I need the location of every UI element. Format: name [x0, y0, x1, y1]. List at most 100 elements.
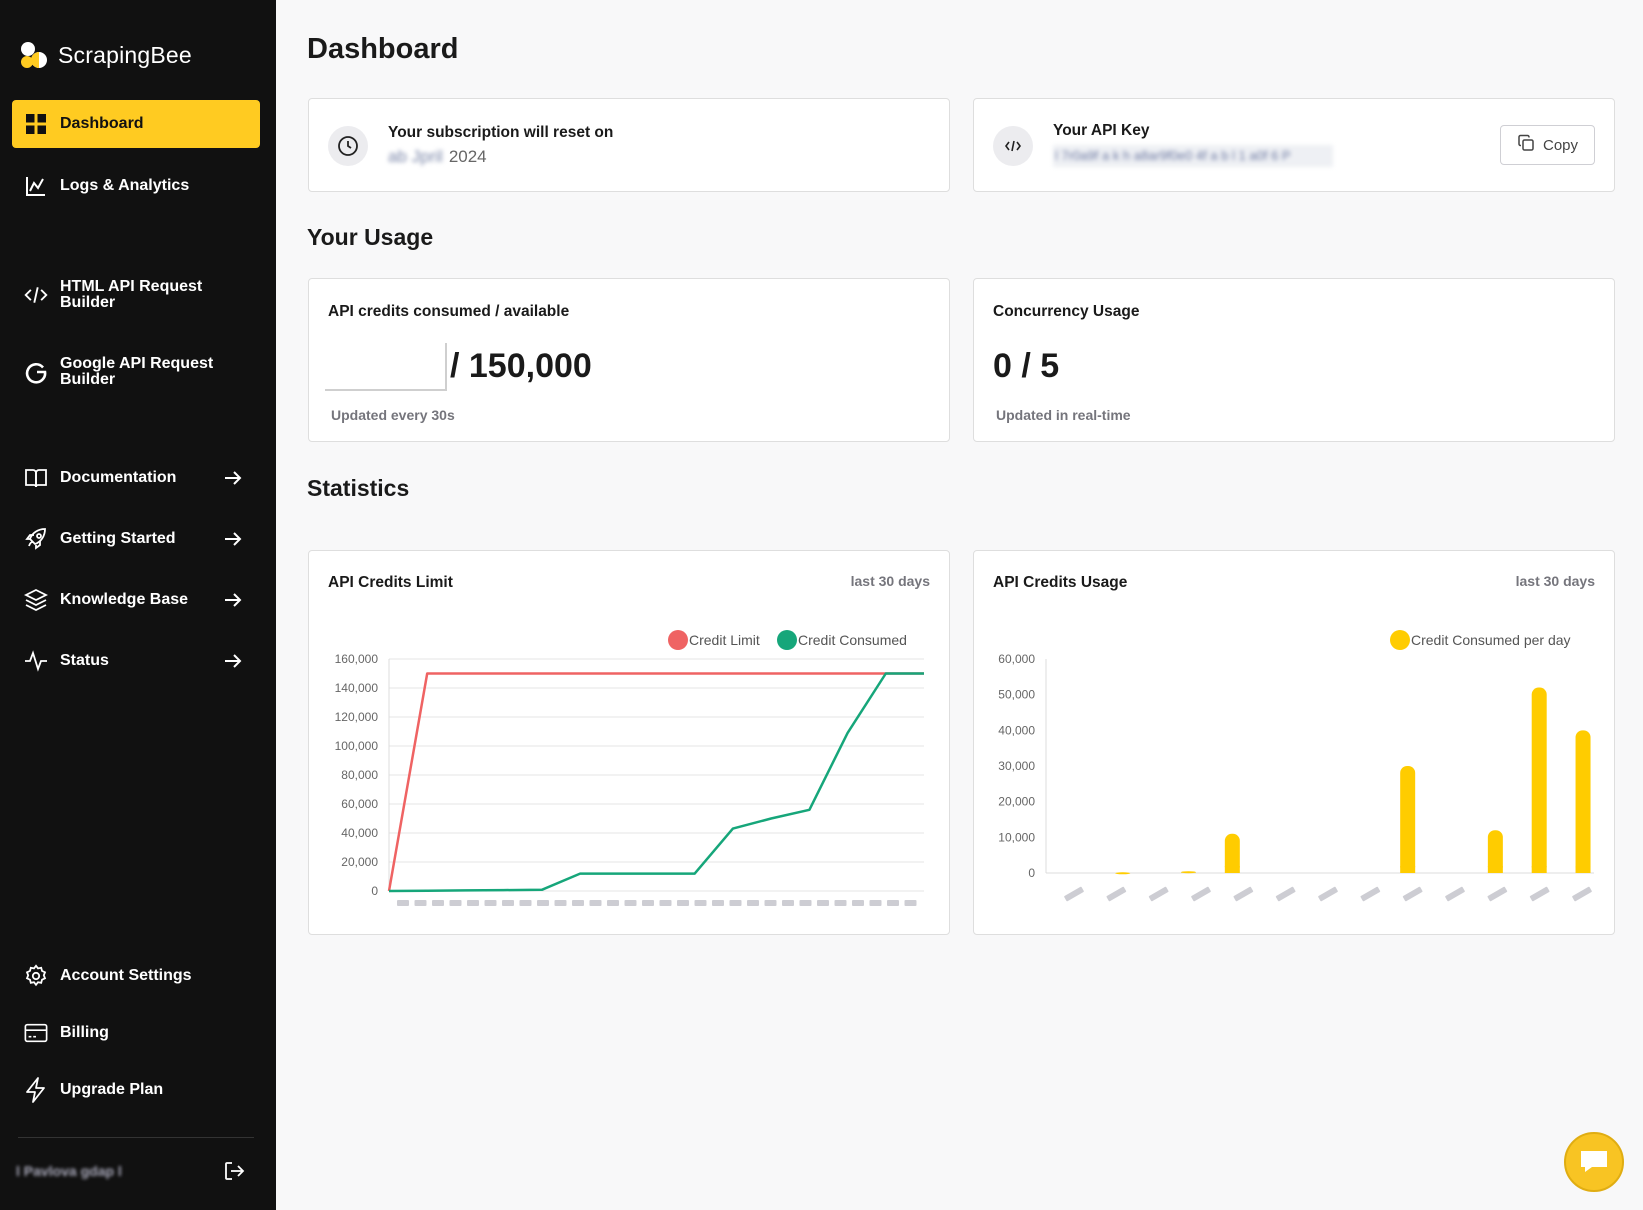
x-tick-label [502, 900, 514, 906]
x-tick-label [1148, 886, 1169, 902]
sidebar-item-label: Status [60, 652, 109, 669]
usage-section-title: Your Usage [307, 224, 434, 250]
copy-icon [1517, 134, 1535, 156]
sidebar-item-dashboard[interactable]: Dashboard [12, 100, 260, 148]
activity-icon [24, 649, 48, 673]
x-tick-label [782, 900, 794, 906]
sidebar-item-label: HTML API Request Builder [60, 278, 203, 311]
x-tick-label [537, 900, 549, 906]
copy-button-label: Copy [1542, 136, 1579, 154]
concurrency-value: 0 / 5 [993, 347, 1060, 385]
brand[interactable]: ScrapingBee [18, 40, 192, 70]
x-tick-label [817, 900, 829, 906]
code-icon [24, 283, 48, 307]
chart-title: API Credits Limit [328, 574, 453, 591]
scrapingbee-logo-icon [21, 42, 47, 68]
sidebar-item-account-settings[interactable]: Account Settings [12, 963, 260, 989]
lightning-icon [24, 1077, 48, 1103]
x-tick-label [449, 900, 462, 906]
subscription-label: Your subscription will reset on [388, 124, 614, 141]
legend-credit-consumed[interactable]: Credit Consumed [777, 630, 907, 650]
y-tick-label: 30,000 [998, 759, 1035, 773]
y-tick-label: 20,000 [341, 855, 378, 869]
bar-base [1531, 866, 1547, 873]
sidebar-item-label: Billing [60, 1024, 109, 1041]
copy-button[interactable]: Copy [1500, 125, 1595, 165]
credits-limit-chart-card: API Credits Limit last 30 days Credit Li… [308, 550, 950, 935]
x-tick-label [694, 900, 707, 906]
subscription-date: ab Jpril 2024 [388, 147, 487, 167]
subscription-card: Your subscription will reset on ab Jpril… [308, 98, 950, 192]
sidebar-item-knowledge-base[interactable]: Knowledge Base [12, 587, 260, 613]
legend-credit-consumed-per-day[interactable]: Credit Consumed per day [1390, 630, 1571, 650]
y-tick-label: 100,000 [335, 739, 379, 753]
y-tick-label: 80,000 [341, 768, 378, 782]
book-icon [24, 466, 48, 490]
legend-swatch [777, 630, 797, 650]
bar-base [1224, 866, 1240, 873]
sidebar-item-documentation[interactable]: Documentation [12, 465, 260, 491]
x-tick-label [554, 900, 567, 906]
credits-card: API credits consumed / available / 150,0… [308, 278, 950, 442]
x-tick-label [1318, 886, 1338, 902]
arrow-right-icon [222, 650, 244, 672]
sidebar-item-logs-analytics[interactable]: Logs & Analytics [12, 173, 260, 199]
chat-button[interactable] [1564, 1132, 1624, 1192]
x-tick-label [397, 900, 409, 906]
credits-label: API credits consumed / available [328, 303, 570, 320]
x-tick-label [1064, 886, 1084, 902]
y-tick-label: 160,000 [335, 652, 379, 666]
series-line [388, 672, 924, 893]
y-tick-label: 140,000 [335, 681, 379, 695]
x-tick-label [1233, 886, 1254, 902]
bar-base [1487, 866, 1503, 873]
x-tick-label [729, 900, 742, 906]
sidebar-item-upgrade-plan[interactable]: Upgrade Plan [12, 1077, 260, 1103]
layers-icon [24, 588, 48, 612]
api-key-card: Your API Key l 7r0a9f a k h a8ar9f0e0 4f… [973, 98, 1615, 192]
series-line [387, 672, 924, 892]
y-tick-label: 0 [371, 884, 378, 898]
main-content: Dashboard Your subscription will reset o… [276, 0, 1643, 1210]
x-tick-label [869, 900, 882, 906]
y-tick-label: 40,000 [341, 826, 378, 840]
chart-range: last 30 days [1515, 573, 1595, 589]
sidebar-item-getting-started[interactable]: Getting Started [12, 526, 260, 552]
sidebar-item-label: Getting Started [60, 530, 176, 547]
sidebar: ScrapingBee Dashboard Logs & Analytics H… [0, 0, 276, 1210]
user-name: l Pavlova gdap l [16, 1163, 122, 1179]
x-tick-label [642, 900, 654, 906]
sidebar-item-html-api-builder[interactable]: HTML API Request Builder [12, 278, 260, 312]
x-tick-label [1487, 886, 1508, 902]
x-tick-label [572, 900, 584, 906]
rocket-icon [24, 527, 48, 551]
sidebar-item-status[interactable]: Status [12, 648, 260, 674]
logout-icon[interactable] [222, 1159, 246, 1183]
x-tick-label [834, 900, 847, 906]
x-tick-label [1106, 886, 1127, 902]
chat-icon [1578, 1146, 1610, 1179]
bar [1400, 766, 1416, 873]
bar [1180, 871, 1196, 874]
legend-swatch [668, 630, 688, 650]
sidebar-item-label: Documentation [60, 469, 177, 486]
y-tick-label: 20,000 [998, 795, 1035, 809]
y-tick-label: 0 [1028, 866, 1035, 880]
bar [1487, 830, 1503, 873]
x-tick-label [1529, 886, 1550, 902]
legend-credit-limit[interactable]: Credit Limit [668, 630, 760, 650]
x-tick-label [1360, 886, 1381, 902]
y-tick-label: 60,000 [998, 652, 1035, 666]
api-key-value[interactable]: l 7r0a9f a k h a8ar9f0e0 4f a b l 1 a0f … [1053, 145, 1333, 167]
clock-icon [328, 126, 368, 166]
subscription-date-hidden: ab Jpril [388, 147, 443, 166]
bar-base [1575, 866, 1591, 873]
y-tick-label: 60,000 [341, 797, 378, 811]
y-tick-label: 10,000 [998, 830, 1035, 844]
sidebar-item-billing[interactable]: Billing [12, 1020, 260, 1046]
x-tick-label [467, 900, 479, 906]
sidebar-item-google-api-builder[interactable]: Google API Request Builder [12, 355, 260, 389]
chart-range: last 30 days [850, 573, 930, 589]
legend-swatch [1390, 630, 1410, 650]
x-tick-label [1402, 886, 1423, 902]
